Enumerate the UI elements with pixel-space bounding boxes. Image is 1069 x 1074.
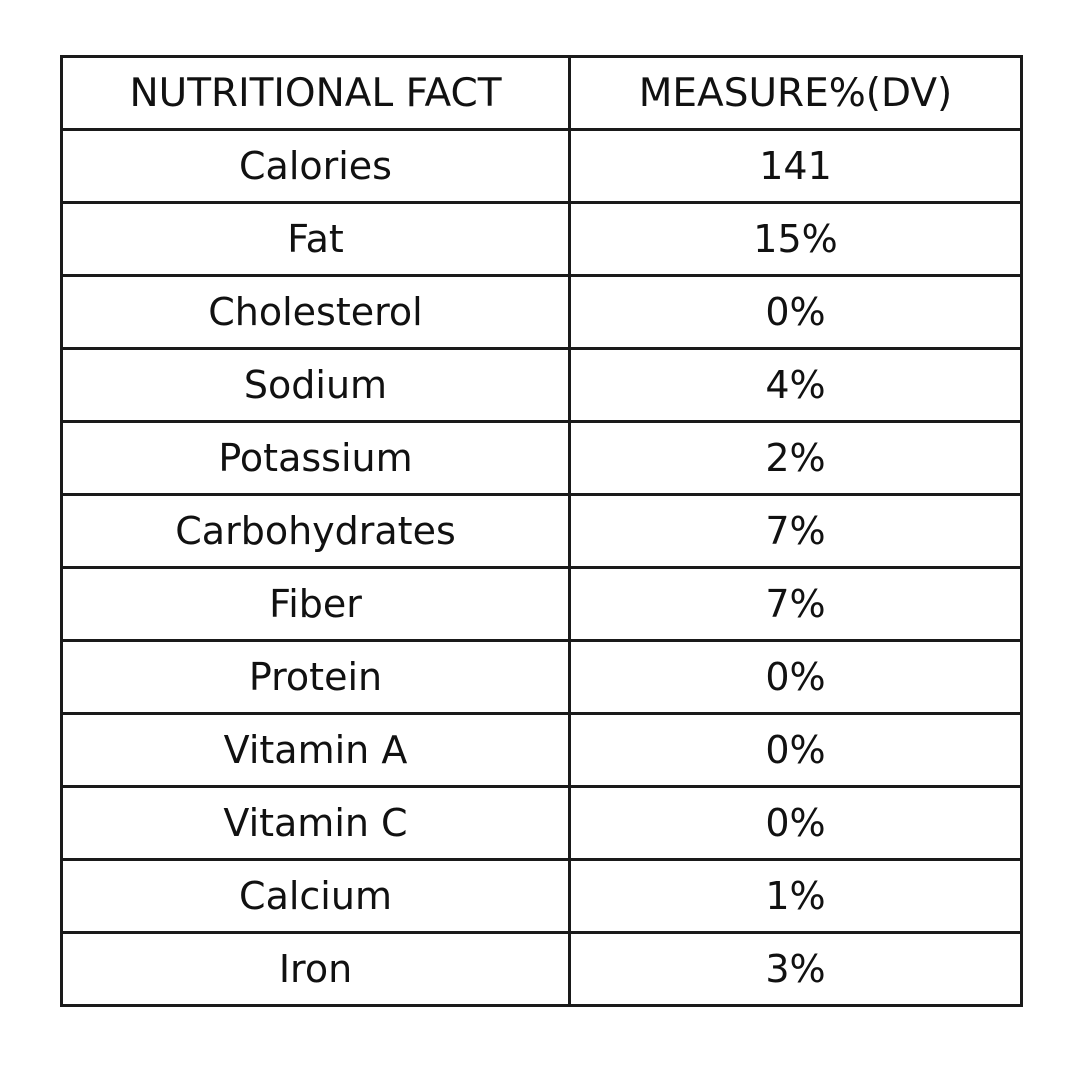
table-row: Potassium 2% <box>60 420 1023 496</box>
table-row: Fat 15% <box>60 201 1023 277</box>
table-row: Calcium 1% <box>60 858 1023 934</box>
measure-cell: 141 <box>568 128 1023 204</box>
measure-cell: 0% <box>568 274 1023 350</box>
fact-cell: Iron <box>60 931 571 1007</box>
header-measure: MEASURE%(DV) <box>568 55 1023 131</box>
fact-cell: Sodium <box>60 347 571 423</box>
measure-cell: 3% <box>568 931 1023 1007</box>
measure-cell: 0% <box>568 785 1023 861</box>
header-nutritional-fact: NUTRITIONAL FACT <box>60 55 571 131</box>
nutrition-facts-table: NUTRITIONAL FACT MEASURE%(DV) Calories 1… <box>60 55 1023 1007</box>
table-header-row: NUTRITIONAL FACT MEASURE%(DV) <box>60 55 1023 131</box>
table-row: Vitamin C 0% <box>60 785 1023 861</box>
fact-cell: Vitamin A <box>60 712 571 788</box>
fact-cell: Protein <box>60 639 571 715</box>
table-row: Protein 0% <box>60 639 1023 715</box>
measure-cell: 4% <box>568 347 1023 423</box>
measure-cell: 0% <box>568 712 1023 788</box>
table-row: Carbohydrates 7% <box>60 493 1023 569</box>
fact-cell: Carbohydrates <box>60 493 571 569</box>
fact-cell: Fat <box>60 201 571 277</box>
table-row: Iron 3% <box>60 931 1023 1007</box>
measure-cell: 15% <box>568 201 1023 277</box>
fact-cell: Cholesterol <box>60 274 571 350</box>
measure-cell: 1% <box>568 858 1023 934</box>
table-row: Vitamin A 0% <box>60 712 1023 788</box>
measure-cell: 0% <box>568 639 1023 715</box>
table-row: Calories 141 <box>60 128 1023 204</box>
fact-cell: Calcium <box>60 858 571 934</box>
fact-cell: Potassium <box>60 420 571 496</box>
measure-cell: 7% <box>568 493 1023 569</box>
table-row: Sodium 4% <box>60 347 1023 423</box>
measure-cell: 2% <box>568 420 1023 496</box>
fact-cell: Fiber <box>60 566 571 642</box>
fact-cell: Vitamin C <box>60 785 571 861</box>
measure-cell: 7% <box>568 566 1023 642</box>
table-row: Fiber 7% <box>60 566 1023 642</box>
fact-cell: Calories <box>60 128 571 204</box>
table-row: Cholesterol 0% <box>60 274 1023 350</box>
